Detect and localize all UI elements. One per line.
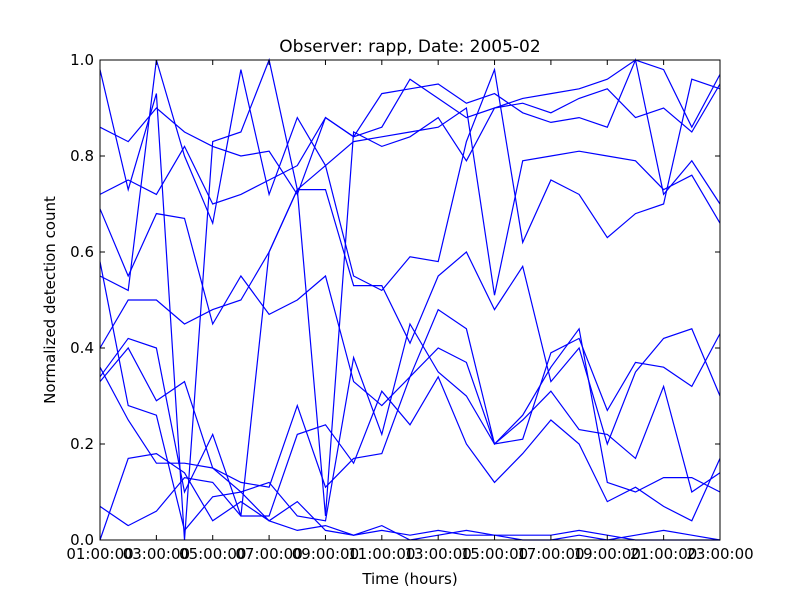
series-line-6 bbox=[99, 189, 721, 517]
x-tick-label-12: 23:00:00 bbox=[686, 545, 753, 563]
x-tick-label-11: 21:00:00 bbox=[630, 545, 697, 563]
x-tick-label-9: 17:00:00 bbox=[517, 545, 584, 563]
chart-title: Observer: rapp, Date: 2005-02 bbox=[279, 37, 540, 57]
x-tick-label-1: 01:00:00 bbox=[66, 545, 133, 563]
y-tick-label-5: 0.8 bbox=[70, 147, 94, 165]
y-tick-label-3: 0.4 bbox=[70, 339, 94, 357]
series-line-2 bbox=[99, 57, 721, 205]
y-axis: 0.0 0.2 0.4 0.6 0.8 1.0 bbox=[70, 51, 720, 549]
x-axis: 01:00:0003:00:0005:00:0007:00:0009:00:00… bbox=[66, 60, 754, 563]
x-tick-label-5: 09:00:00 bbox=[292, 545, 359, 563]
y-tick-label-1: 0.0 bbox=[70, 531, 94, 549]
series-line-11 bbox=[99, 452, 720, 541]
x-tick-label-4: 07:00:00 bbox=[235, 545, 302, 563]
y-tick-label-6: 1.0 bbox=[70, 51, 94, 69]
series-line-9 bbox=[99, 322, 721, 522]
y-axis-label: Normalized detection count bbox=[41, 196, 59, 404]
y-tick-label-4: 0.6 bbox=[70, 243, 94, 261]
x-tick-label-3: 05:00:00 bbox=[179, 545, 246, 563]
x-axis-label: Time (hours) bbox=[361, 570, 457, 588]
x-tick-label-6: 11:00:00 bbox=[348, 545, 415, 563]
x-tick-label-8: 15:00:00 bbox=[461, 545, 528, 563]
series-line-4 bbox=[99, 59, 721, 296]
y-tick-label-2: 0.2 bbox=[70, 435, 94, 453]
series-line-3 bbox=[99, 78, 721, 205]
series-line-5 bbox=[99, 67, 721, 349]
x-tick-label-7: 13:00:00 bbox=[404, 545, 471, 563]
series-line-12 bbox=[99, 261, 721, 541]
series-layer bbox=[99, 57, 721, 541]
series-line-8 bbox=[99, 347, 721, 493]
x-tick-label-2: 03:00:00 bbox=[123, 545, 190, 563]
plot-frame bbox=[99, 59, 721, 541]
series-line-1 bbox=[99, 57, 721, 541]
x-tick-label-10: 19:00:00 bbox=[574, 545, 641, 563]
series-line-10 bbox=[99, 375, 721, 527]
